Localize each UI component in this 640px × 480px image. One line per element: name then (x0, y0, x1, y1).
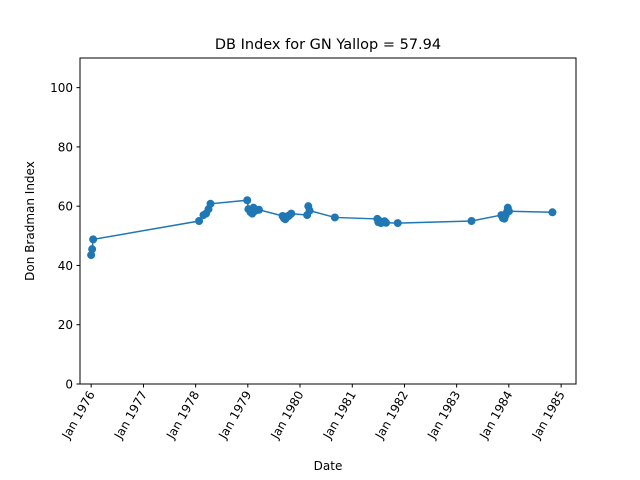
data-point (89, 235, 98, 244)
plot-frame (79, 57, 577, 385)
data-point (287, 209, 296, 218)
data-point (87, 251, 96, 260)
data-point (243, 196, 252, 205)
chart-title: DB Index for GN Yallop = 57.94 (215, 37, 441, 53)
data-point (195, 217, 204, 225)
data-point (330, 213, 339, 222)
data-point (88, 245, 97, 254)
y-tick-label: 80 (58, 140, 73, 154)
data-point (305, 206, 314, 215)
data-point (206, 199, 215, 208)
y-axis-label: Don Bradman Index (23, 161, 37, 281)
data-point (393, 219, 402, 228)
y-tick-label: 20 (58, 318, 73, 332)
data-point (548, 208, 557, 217)
y-tick-label: 40 (58, 259, 73, 273)
data-point (504, 207, 513, 216)
x-axis-label: Date (314, 459, 343, 473)
y-tick-label: 0 (65, 378, 73, 392)
y-tick-label: 60 (58, 200, 73, 214)
data-point (467, 217, 476, 225)
data-point (382, 218, 391, 227)
data-point (254, 205, 263, 214)
y-tick-label: 100 (50, 81, 73, 95)
